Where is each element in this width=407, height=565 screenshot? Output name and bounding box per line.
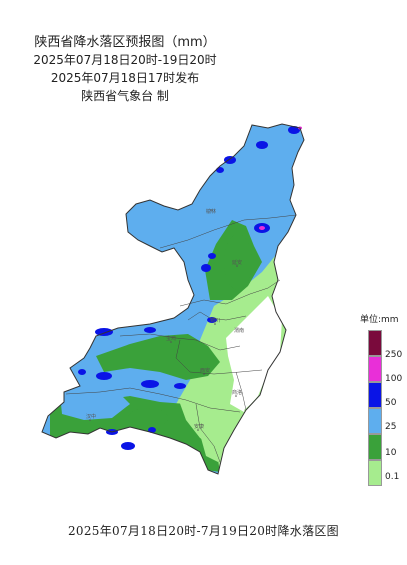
issue-time: 2025年07月18日17时发布 — [50, 71, 200, 85]
map-title: 陕西省降水落区预报图（mm） — [34, 35, 216, 50]
legend-label-01: 0.1 — [385, 472, 400, 482]
legend-label-25: 25 — [385, 422, 397, 432]
city-label-hanzhong: 汉中 — [86, 413, 96, 420]
prefecture-boundaries — [65, 214, 297, 463]
legend-title: 单位:mm — [360, 315, 399, 325]
legend-label-10: 10 — [385, 448, 397, 458]
legend-label-50: 50 — [385, 398, 397, 408]
city-label-yanan: 延安 — [232, 259, 242, 266]
city-label-yulin: 榆林 — [206, 208, 216, 215]
legend-swatch-25 — [368, 408, 382, 434]
rain-50-patches — [78, 126, 300, 450]
rain-10-south-blob — [128, 408, 168, 428]
rain-10-central — [96, 334, 220, 380]
legend-swatch-250 — [368, 330, 382, 356]
rain-25-south-west — [60, 384, 130, 420]
rain-01-southeast — [196, 410, 228, 462]
legend-swatch-10 — [368, 434, 382, 460]
rain-01-norain-central — [226, 296, 282, 412]
legend-swatch-100 — [368, 356, 382, 382]
city-label-shangluo: 商洛 — [232, 389, 242, 396]
rain-10-north-blob — [224, 234, 252, 290]
map-header: 陕西省降水落区预报图（mm） 2025年07月18日20时-19日20时 202… — [0, 34, 250, 105]
city-markers — [89, 209, 238, 431]
legend-swatch-01 — [368, 460, 382, 486]
city-label-ankang: 安康 — [194, 423, 204, 430]
legend-label-100: 100 — [385, 374, 403, 384]
city-label-weinan: 渭南 — [234, 327, 244, 334]
city-labels: 榆林 延安 铜川 渭南 宝鸡 西安 汉中 商洛 安康 — [86, 208, 244, 430]
legend-label-250: 250 — [385, 350, 403, 360]
city-label-xian: 西安 — [200, 367, 210, 374]
legend-swatch-50 — [368, 382, 382, 408]
map-caption: 2025年07月18日20时-7月19日20时降水落区图 — [68, 524, 339, 538]
city-label-baoji: 宝鸡 — [166, 335, 176, 342]
precipitation-legend: 单位:mm 250 100 50 25 10 0.1 — [360, 312, 406, 492]
city-label-tongchuan: 铜川 — [210, 317, 220, 324]
precipitation-map: 榆林 延安 铜川 渭南 宝鸡 西安 汉中 商洛 安康 — [30, 108, 360, 493]
forecast-period: 2025年07月18日20时-19日20时 — [33, 53, 217, 67]
issuing-agency: 陕西省气象台 制 — [81, 89, 169, 103]
